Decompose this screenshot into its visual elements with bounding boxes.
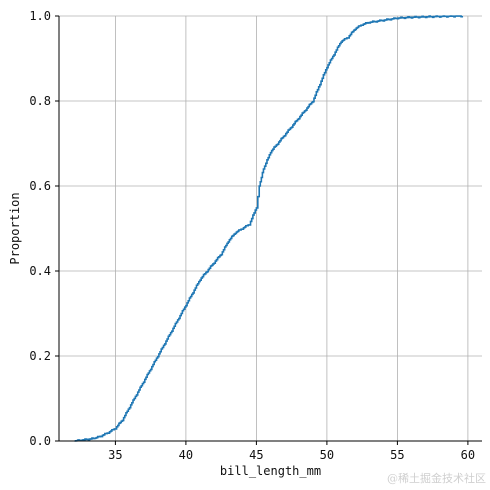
y-tick-label: 0.0 [29,434,51,448]
plot-area [74,15,464,442]
x-axis-label: bill_length_mm [220,464,321,478]
y-tick-label: 0.4 [29,264,51,278]
watermark-text: @稀土掘金技术社区 [387,472,486,485]
axis-labels: bill_length_mm Proportion [8,192,321,478]
grid-lines [59,15,482,442]
y-tick-label: 0.2 [29,349,51,363]
x-tick-label: 35 [108,448,122,462]
x-tick-label: 50 [320,448,334,462]
y-tick-label: 0.6 [29,179,51,193]
x-tick-label: 40 [179,448,193,462]
y-tick-label: 1.0 [29,9,51,23]
axes: 35 40 45 50 55 60 0.0 0.2 0.4 0.6 0.8 1.0 [29,9,482,462]
y-axis-label: Proportion [8,192,22,264]
y-tick-label: 0.8 [29,94,51,108]
x-tick-label: 60 [461,448,475,462]
ecdf-series-line [74,15,464,442]
x-tick-label: 55 [390,448,404,462]
x-tick-label: 45 [249,448,263,462]
